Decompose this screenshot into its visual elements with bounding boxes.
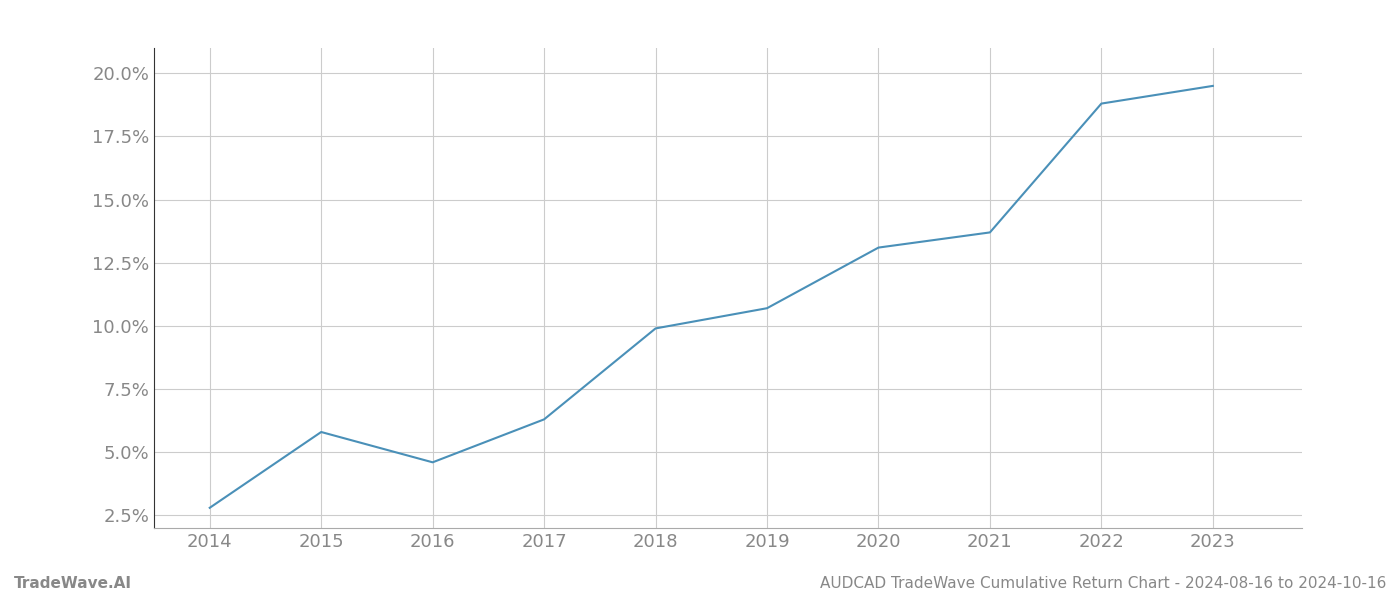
Text: TradeWave.AI: TradeWave.AI — [14, 576, 132, 591]
Text: AUDCAD TradeWave Cumulative Return Chart - 2024-08-16 to 2024-10-16: AUDCAD TradeWave Cumulative Return Chart… — [819, 576, 1386, 591]
